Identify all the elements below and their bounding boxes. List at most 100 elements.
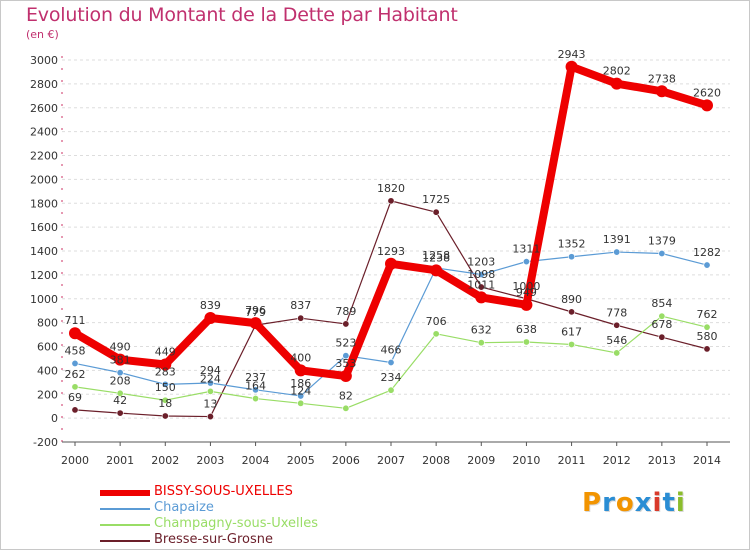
data-label: 523 [335,337,356,350]
data-point [71,406,79,414]
data-point [477,339,485,347]
data-label: 706 [426,315,447,328]
data-label: 400 [290,351,311,364]
data-label: 458 [65,344,86,357]
data-label: 1391 [603,233,631,246]
data-point [613,248,621,256]
x-tick-label: 2014 [693,454,721,467]
data-point [342,352,350,360]
data-point [703,323,711,331]
data-point [294,364,307,377]
data-label: 1238 [422,251,450,264]
y-tick-label: 1000 [30,293,58,306]
data-label: 1352 [558,238,586,251]
data-label: 1000 [512,280,540,293]
data-label: 466 [381,343,402,356]
data-label: 381 [110,354,131,367]
data-label: 2738 [648,72,676,85]
data-label: 353 [335,357,356,370]
legend-item[interactable]: Champagny-sous-Uxelles [100,516,420,532]
y-tick-label: 0 [51,412,58,425]
legend: BISSY-SOUS-UXELLES Chapaize Champagny-so… [100,484,420,548]
data-point [116,409,124,417]
data-label: 42 [113,394,127,407]
data-point [568,253,576,261]
data-label: 124 [290,384,311,397]
data-label: 778 [606,306,627,319]
data-point [297,392,305,400]
y-tick-label: 400 [37,364,58,377]
data-point [161,412,169,420]
legend-label: Chapaize [154,500,214,515]
legend-item[interactable]: Chapaize [100,500,420,516]
data-label: 1258 [422,249,450,262]
data-point [204,311,217,324]
x-tick-label: 2001 [106,454,134,467]
data-point [613,349,621,357]
data-point [116,389,124,397]
x-tick-label: 2013 [648,454,676,467]
legend-label: Bresse-sur-Grosne [154,532,273,547]
legend-swatch-bresse [100,540,150,542]
data-label: 779 [245,306,266,319]
data-point [475,291,488,304]
y-tick-label: 600 [37,341,58,354]
data-label: 796 [245,304,266,317]
data-label: 234 [381,371,402,384]
data-label: 2802 [603,65,631,78]
x-tick-label: 2006 [332,454,360,467]
proxiti-logo: Proxiti [582,488,686,518]
data-label: 18 [158,397,172,410]
legend-item[interactable]: Bresse-sur-Grosne [100,532,420,548]
y-tick-label: 200 [37,388,58,401]
data-point [114,353,127,366]
chart-title: Evolution du Montant de la Dette par Hab… [26,4,458,26]
data-label: 164 [245,380,266,393]
y-tick-label: 800 [37,317,58,330]
data-point [206,379,214,387]
data-label: 186 [290,377,311,390]
legend-label: Champagny-sous-Uxelles [154,516,319,531]
x-tick-label: 2012 [603,454,631,467]
logo-letter: t [662,488,676,518]
data-point [71,383,79,391]
data-label: 890 [561,293,582,306]
data-point [568,340,576,348]
x-tick-label: 2003 [196,454,224,467]
data-label: 262 [65,368,86,381]
x-tick-label: 2010 [512,454,540,467]
data-label: 854 [651,297,672,310]
data-label: 789 [335,305,356,318]
data-point [252,386,260,394]
data-point [477,271,485,279]
data-point [161,380,169,388]
y-tick-label: 2800 [30,78,58,91]
data-label: 949 [516,286,537,299]
legend-item[interactable]: BISSY-SOUS-UXELLES [100,484,420,500]
data-label: 82 [339,389,353,402]
legend-swatch-chapaize [100,508,150,510]
data-label: 490 [110,341,131,354]
data-point [610,77,623,90]
data-point [297,314,305,322]
line-chart: -200 0 200 400 600 800 1000 1200 1400 1600 1800 200… [30,48,730,467]
data-point [339,369,352,382]
data-point [432,208,440,216]
logo-letter: i [652,488,663,518]
y-tick-label: 2400 [30,126,58,139]
data-label: 837 [290,299,311,312]
data-point [701,99,713,112]
data-label: 1379 [648,235,676,248]
data-point [477,283,485,291]
data-point [430,264,443,277]
x-tick-label: 2009 [467,454,495,467]
data-point [206,387,214,395]
y-tick-label: 2000 [30,173,58,186]
data-label: 711 [65,314,86,327]
data-point [161,396,169,404]
data-point [297,399,305,407]
data-point [385,257,397,270]
y-tick-label: 1400 [30,245,58,258]
data-point [658,312,666,320]
data-point [69,327,81,340]
